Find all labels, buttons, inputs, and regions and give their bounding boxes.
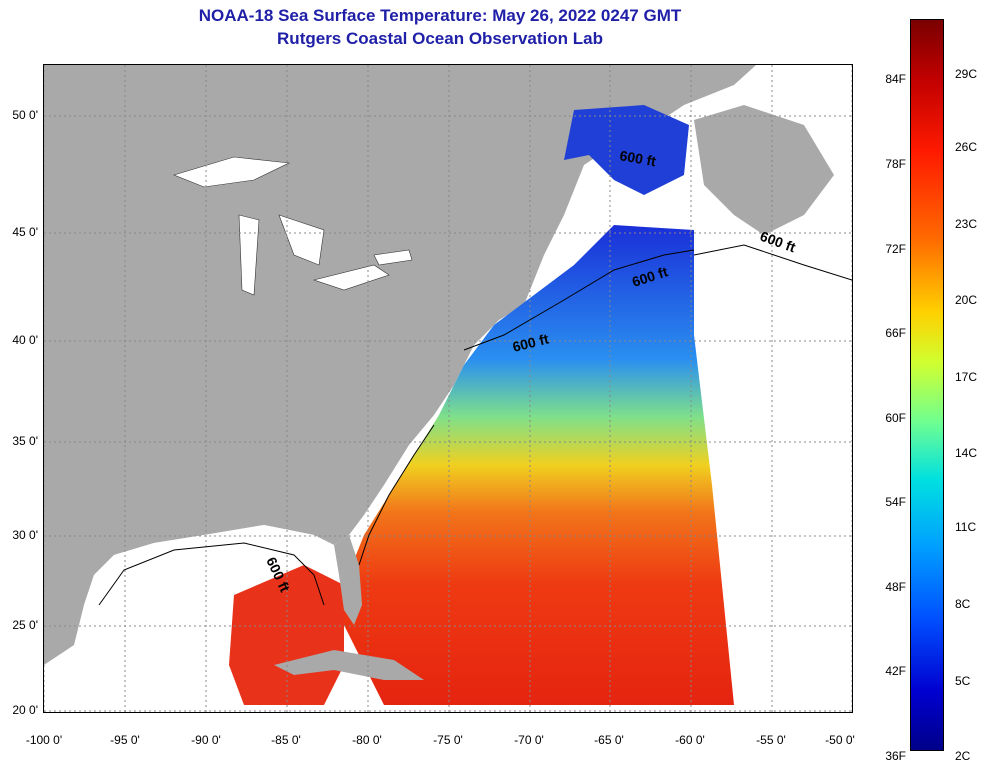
colorbar-label-f: 84F <box>885 72 906 86</box>
colorbar-label-f: 36F <box>885 749 906 763</box>
land-florida <box>334 535 362 625</box>
colorbar-label-c: 20C <box>955 293 978 307</box>
great-lakes <box>173 156 413 296</box>
colorbar-label-f: 48F <box>885 580 906 594</box>
lon-label: -55 0' <box>756 733 786 747</box>
colorbar-label-f: 78F <box>885 157 906 171</box>
map-title: NOAA-18 Sea Surface Temperature: May 26,… <box>198 6 682 25</box>
land-north-america <box>44 65 756 665</box>
lat-label: 20 0' <box>12 703 38 717</box>
colorbar-label-c: 23C <box>955 217 978 231</box>
temperature-colorbar <box>910 19 944 751</box>
colorbar-label-c: 14C <box>955 446 978 460</box>
sst-map: 600 ft 600 ft 600 ft 600 ft 600 ft <box>43 64 853 713</box>
lat-label: 30 0' <box>12 528 38 542</box>
sst-map-canvas: 600 ft 600 ft 600 ft 600 ft 600 ft <box>44 65 852 712</box>
lon-label: -50 0' <box>825 733 855 747</box>
ocean-swath <box>344 225 734 705</box>
colorbar-label-c: 5C <box>955 674 971 688</box>
lon-label: -85 0' <box>271 733 301 747</box>
land-cuba <box>274 650 424 680</box>
colorbar-label-c: 17C <box>955 370 978 384</box>
lon-label: -75 0' <box>433 733 463 747</box>
colorbar-label-c: 8C <box>955 597 971 611</box>
lat-label: 50 0' <box>12 108 38 122</box>
colorbar-label-f: 72F <box>885 242 906 256</box>
lon-label: -65 0' <box>594 733 624 747</box>
lon-label: -90 0' <box>191 733 221 747</box>
colorbar-label-f: 54F <box>885 495 906 509</box>
lat-label: 45 0' <box>12 225 38 239</box>
colorbar-label-f: 60F <box>885 411 906 425</box>
colorbar-label-c: 2C <box>955 749 971 763</box>
lat-label: 25 0' <box>12 618 38 632</box>
colorbar-label-c: 11C <box>955 520 977 534</box>
lat-label: 40 0' <box>12 333 38 347</box>
isobath-600ft <box>98 244 852 606</box>
lon-label: -60 0' <box>675 733 705 747</box>
colorbar-label-c: 26C <box>955 140 978 154</box>
contour-label: 600 ft <box>618 147 657 169</box>
colorbar-label-f: 42F <box>885 664 906 678</box>
lon-label: -100 0' <box>25 733 63 747</box>
colorbar-label-c: 29C <box>955 67 978 81</box>
lon-label: -70 0' <box>514 733 544 747</box>
ocean-cold-north <box>564 105 689 195</box>
map-subtitle: Rutgers Coastal Ocean Observation Lab <box>277 29 603 48</box>
lat-label: 35 0' <box>12 434 38 448</box>
colorbar-label-f: 66F <box>885 326 906 340</box>
lon-label: -95 0' <box>110 733 140 747</box>
land-newfoundland <box>694 105 834 235</box>
lon-label: -80 0' <box>352 733 382 747</box>
